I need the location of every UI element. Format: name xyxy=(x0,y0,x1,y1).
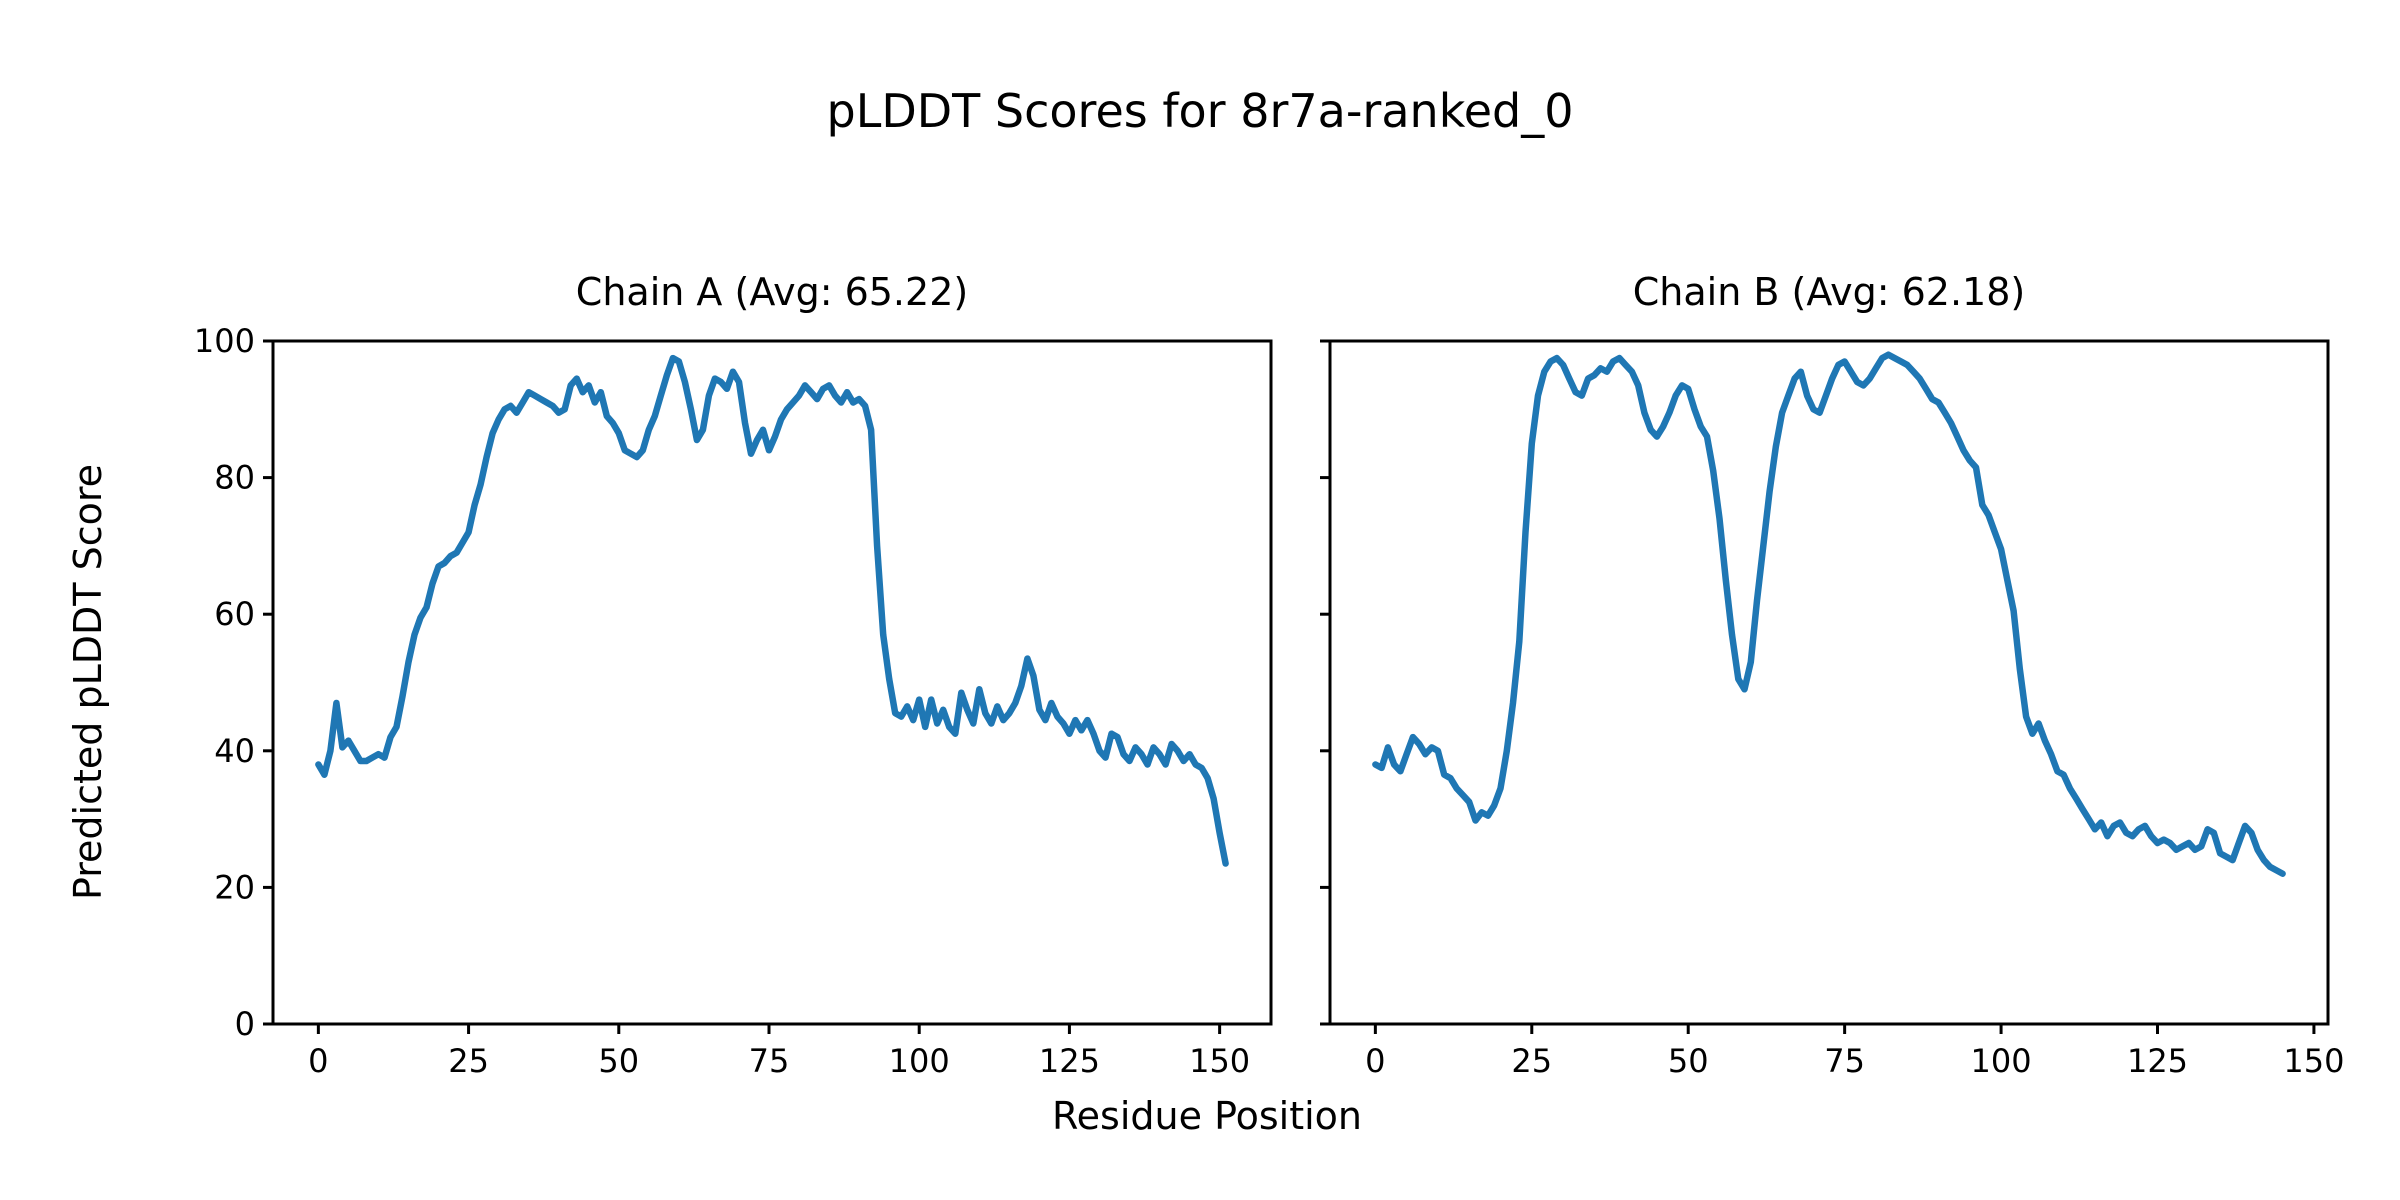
chain-a-x-tick-label: 100 xyxy=(889,1042,950,1080)
chain-b-x-tick-label: 0 xyxy=(1365,1042,1385,1080)
chain-a-x-tick-label: 25 xyxy=(448,1042,489,1080)
chain-b-x-tick-label: 150 xyxy=(2283,1042,2344,1080)
chain-b-plot-area: 0 25 50 75 100 125 150 xyxy=(1320,339,2344,1080)
chain-a-y-tick-label: 80 xyxy=(214,459,255,497)
figure-title: pLDDT Scores for 8r7a-ranked_0 xyxy=(826,84,1574,138)
chain-a-x-tick-label: 150 xyxy=(1189,1042,1250,1080)
x-axis-label: Residue Position xyxy=(1051,1094,1363,1138)
y-axis-label: Predicted pLDDT Score xyxy=(66,464,110,900)
chain-b-x-tick-label: 25 xyxy=(1511,1042,1552,1080)
chain-b-x-tick-label: 125 xyxy=(2127,1042,2188,1080)
chain-a-x-tick-label: 0 xyxy=(308,1042,328,1080)
chain-a-y-tick-label: 60 xyxy=(214,595,255,633)
chain-b-x-tick-label: 100 xyxy=(1971,1042,2032,1080)
chain-a-y-tick-label: 100 xyxy=(194,322,255,360)
chain-a-x-tick-label: 50 xyxy=(598,1042,639,1080)
chain-a-y-tick-label: 0 xyxy=(235,1005,255,1043)
chain-a-spines xyxy=(271,339,1273,1026)
chain-a-plddt-line xyxy=(315,354,1229,867)
chain-b-title: Chain B (Avg: 62.18) xyxy=(1632,270,2026,314)
chain-a-y-tick-label: 20 xyxy=(214,868,255,906)
chain-b-x-tick-label: 75 xyxy=(1824,1042,1865,1080)
chain-a-title: Chain A (Avg: 65.22) xyxy=(575,270,969,314)
chain-a-plot-area: 0 25 50 75 100 125 150 0 20 40 60 80 100 xyxy=(194,322,1273,1080)
chain-b-spines xyxy=(1328,339,2330,1026)
chain-a-x-tick-label: 75 xyxy=(749,1042,790,1080)
chain-b-x-tick-label: 50 xyxy=(1668,1042,1709,1080)
chain-b-plddt-line xyxy=(1372,351,2286,877)
chain-a-y-tick-label: 40 xyxy=(214,732,255,770)
chain-a-x-tick-label: 125 xyxy=(1039,1042,1100,1080)
